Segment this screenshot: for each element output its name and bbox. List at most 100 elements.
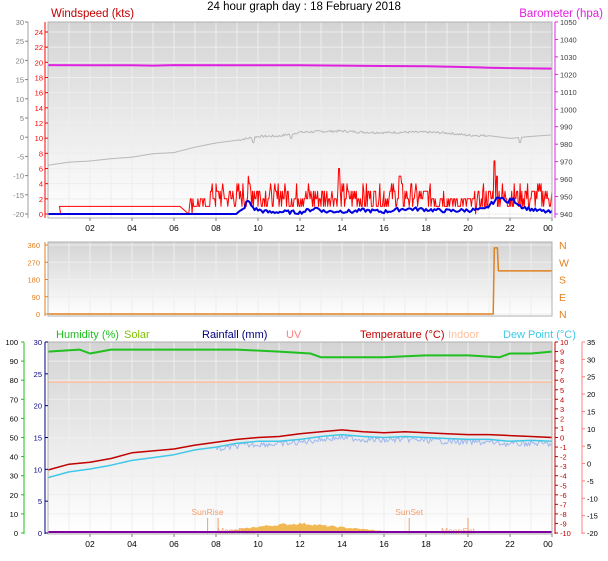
- p1-left-outer-tick-label: 5: [20, 114, 24, 123]
- legend-indoor: Indoor: [448, 329, 480, 341]
- p3-temperature-tick-label: -6: [560, 491, 567, 500]
- p3-secondary-right-tick-label: 15: [587, 407, 595, 416]
- p1-x-tick-label: 14: [337, 223, 347, 233]
- p1-barometer-tick-label: 950: [560, 193, 573, 202]
- p1-windspeed-tick-label: 20: [35, 58, 43, 67]
- p3-inner-tick-label: 5: [38, 497, 42, 506]
- p1-x-tick-label: 08: [211, 223, 221, 233]
- p1-left-outer-tick-label: 20: [16, 56, 24, 65]
- p3-x-tick-label: 20: [463, 539, 473, 549]
- p1-left-outer-tick-label: -20: [13, 210, 24, 219]
- p1-barometer-tick-label: 980: [560, 140, 573, 149]
- p3-x-tick-label: 00: [543, 539, 553, 549]
- wind-direction-line: [48, 247, 552, 315]
- p3-secondary-right-tick-label: -10: [587, 494, 598, 503]
- p3-humidity-tick-label: 90: [10, 357, 18, 366]
- p1-left-outer-tick-label: 10: [16, 95, 24, 104]
- legend-rainfall: Rainfall (mm): [202, 329, 267, 341]
- p1-x-tick-label: 10: [253, 223, 263, 233]
- p2-compass-label: N: [559, 240, 567, 252]
- p3-humidity-tick-label: 60: [10, 414, 18, 423]
- p1-barometer-tick-label: 1040: [560, 35, 577, 44]
- p3-inner-tick-label: 30: [34, 338, 42, 347]
- p1-left-outer-tick-label: 25: [16, 37, 24, 46]
- p1-x-tick-label: 06: [169, 223, 179, 233]
- p3-x-tick-label: 18: [421, 539, 431, 549]
- p1-windspeed-tick-label: 24: [35, 28, 43, 37]
- p2-direction-tick-label: 90: [32, 293, 40, 302]
- p3-humidity-tick-label: 50: [10, 434, 18, 443]
- p3-temperature-tick-label: 7: [560, 367, 564, 376]
- p3-secondary-right-tick-label: 35: [587, 338, 595, 347]
- dewpoint-line: [47, 433, 553, 479]
- p3-secondary-right-tick-label: 5: [587, 442, 591, 451]
- legend-solar_text: Solar: [124, 329, 150, 341]
- p1-windspeed-tick-label: 10: [35, 134, 43, 143]
- p1-windspeed-tick-label: 16: [35, 89, 43, 98]
- p3-x-tick-label: 10: [253, 539, 263, 549]
- barometer-axis-label: Barometer (hpa): [519, 8, 603, 20]
- p3-humidity-tick-label: 0: [14, 529, 18, 538]
- p3-secondary-right-tick-label: 20: [587, 390, 595, 399]
- p2-compass-label: E: [559, 292, 566, 304]
- p2-direction-tick-label: 360: [27, 241, 40, 250]
- p3-x-tick-label: 04: [127, 539, 137, 549]
- p1-windspeed-tick-label: 8: [39, 149, 43, 158]
- p3-secondary-right-tick-label: -5: [587, 477, 594, 486]
- p1-windspeed-tick-label: 22: [35, 43, 43, 52]
- p3-secondary-right-tick-label: 30: [587, 355, 595, 364]
- p1-x-tick-label: 18: [421, 223, 431, 233]
- p3-humidity-tick-label: 20: [10, 491, 18, 500]
- p3-temperature-tick-label: -5: [560, 481, 567, 490]
- p3-temperature-tick-label: 6: [560, 376, 564, 385]
- p1-windspeed-tick-label: 2: [39, 195, 43, 204]
- p3-x-tick-label: 12: [295, 539, 305, 549]
- p1-barometer-tick-label: 1030: [560, 53, 577, 62]
- p1-barometer-tick-label: 1000: [560, 105, 577, 114]
- legend-dewpoint: Dew Point (°C): [503, 329, 576, 341]
- p3-inner-tick-label: 20: [34, 402, 42, 411]
- p3-humidity-tick-label: 70: [10, 395, 18, 404]
- p3-humidity-tick-label: 10: [10, 510, 18, 519]
- p1-x-tick-label: 02: [85, 223, 95, 233]
- p3-x-tick-label: 22: [505, 539, 515, 549]
- humidity-line: [47, 348, 553, 359]
- p3-secondary-right-tick-label: 0: [587, 460, 591, 469]
- p3-x-tick-label: 14: [337, 539, 347, 549]
- p1-windspeed-tick-label: 14: [35, 104, 43, 113]
- p3-inner-tick-label: 15: [34, 434, 42, 443]
- solar-area: [205, 522, 405, 533]
- p1-windspeed-tick-label: 12: [35, 119, 43, 128]
- p1-x-tick-label: 12: [295, 223, 305, 233]
- p1-barometer-tick-label: 940: [560, 210, 573, 219]
- p2-compass-label: S: [559, 275, 566, 287]
- legend-humidity: Humidity (%): [56, 329, 119, 341]
- p3-humidity-tick-label: 30: [10, 472, 18, 481]
- p1-windspeed-tick-label: 0: [39, 210, 43, 219]
- p3-humidity-tick-label: 40: [10, 453, 18, 462]
- p3-temperature-tick-label: -2: [560, 453, 567, 462]
- sunset-label: SunSet: [395, 507, 424, 517]
- p2-direction-tick-label: 180: [27, 276, 40, 285]
- p3-temperature-tick-label: -3: [560, 462, 567, 471]
- p3-temperature-tick-label: -4: [560, 472, 567, 481]
- p2-direction-tick-label: 0: [36, 310, 40, 319]
- p3-temperature-tick-label: -7: [560, 500, 567, 509]
- p3-inner-tick-label: 10: [34, 465, 42, 474]
- sunrise-label: SunRise: [192, 507, 224, 517]
- p3-temperature-tick-label: 10: [560, 338, 568, 347]
- p3-temperature-tick-label: 5: [560, 386, 564, 395]
- p3-temperature-tick-label: 2: [560, 414, 564, 423]
- windspeed-axis-label: Windspeed (kts): [51, 8, 134, 20]
- p2-direction-tick-label: 270: [27, 258, 40, 267]
- p1-x-tick-label: 20: [463, 223, 473, 233]
- p1-left-outer-tick-label: 15: [16, 76, 24, 85]
- p1-barometer-tick-label: 990: [560, 123, 573, 132]
- p3-temperature-tick-label: -10: [560, 529, 571, 538]
- p1-windspeed-tick-label: 6: [39, 165, 43, 174]
- p3-temperature-tick-label: -9: [560, 519, 567, 528]
- p1-left-outer-tick-label: -5: [17, 152, 24, 161]
- p3-x-tick-label: 16: [379, 539, 389, 549]
